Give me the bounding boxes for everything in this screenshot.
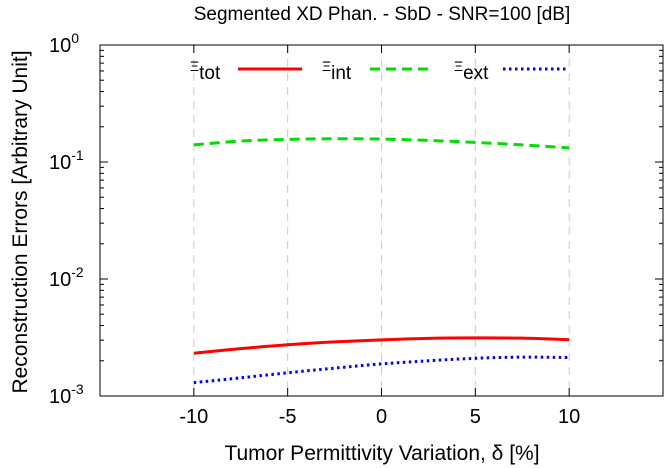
series-line-ext [193, 355, 570, 385]
x-tick-label: 0 [376, 406, 387, 428]
y-tick-label: 10-2 [49, 264, 84, 291]
legend-label-ext: Ξext [454, 58, 489, 84]
y-tick-label: 100 [49, 30, 79, 57]
y-tick-label: 10-1 [49, 147, 84, 174]
x-tick-label: 10 [558, 406, 580, 428]
y-tick-label: 10-3 [49, 381, 84, 408]
legend-label-int: Ξint [322, 58, 352, 84]
x-axis-label: Tumor Permittivity Variation, δ [%] [224, 442, 539, 465]
y-axis-label: Reconstruction Errors [Arbitrary Unit] [9, 50, 32, 393]
series-layer [193, 137, 570, 385]
x-tick-label: -10 [179, 406, 208, 428]
x-tick-label: 5 [470, 406, 481, 428]
grid [193, 45, 570, 396]
series-line-tot [193, 336, 570, 355]
x-tick-label: -5 [279, 406, 297, 428]
legend: Ξtot Ξint Ξext [190, 58, 567, 84]
legend-label-tot: Ξtot [190, 58, 221, 84]
ticks: -10 -5 0 5 10 100 10-1 10-2 10-3 [49, 30, 663, 428]
chart-title: Segmented XD Phan. - SbD - SNR=100 [dB] [194, 4, 571, 25]
